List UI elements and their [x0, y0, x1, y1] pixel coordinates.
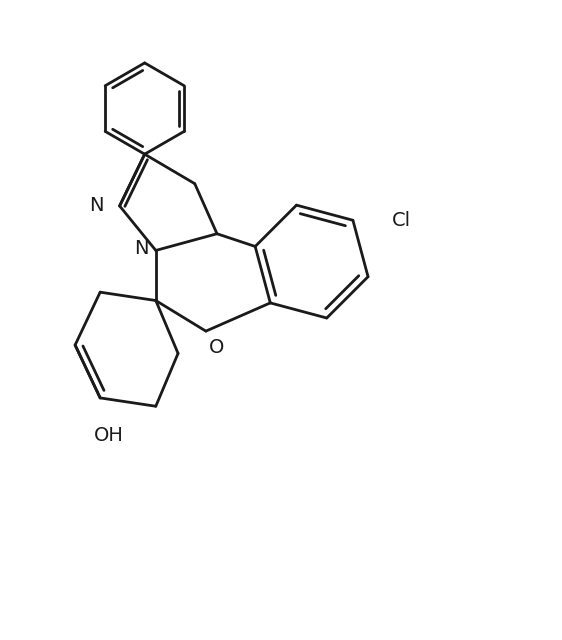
Text: O: O: [209, 338, 225, 357]
Text: OH: OH: [93, 426, 124, 445]
Text: N: N: [134, 239, 148, 259]
Text: N: N: [89, 196, 104, 216]
Text: Cl: Cl: [392, 211, 411, 230]
